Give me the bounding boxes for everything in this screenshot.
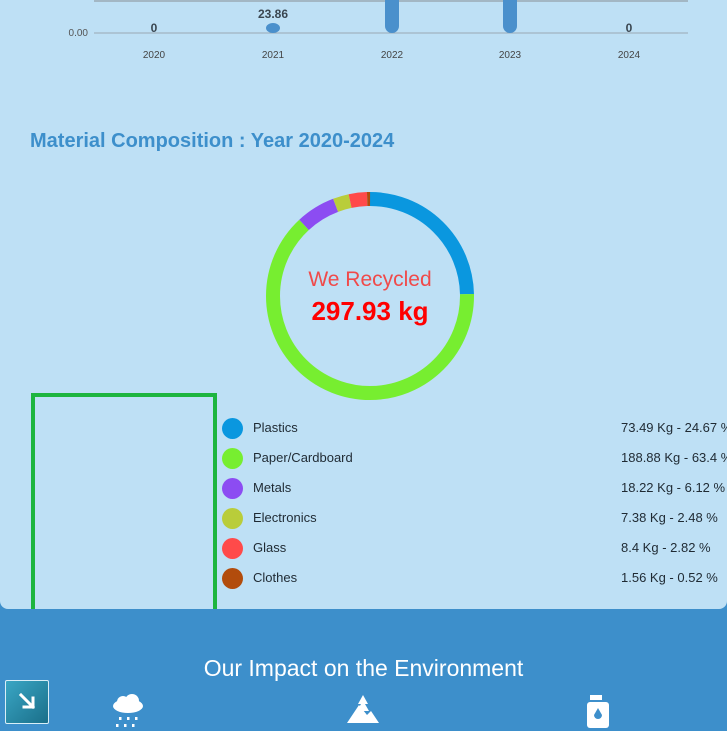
legend-dot [222, 568, 243, 589]
oil-bottle-icon [587, 695, 609, 728]
composition-donut-chart [266, 192, 474, 400]
bar-2021[interactable] [266, 23, 280, 33]
legend-dot [222, 538, 243, 559]
x-tick-label: 2022 [381, 50, 404, 61]
x-tick-label: 2024 [618, 50, 641, 61]
legend-dot [222, 418, 243, 439]
legend-item-clothes[interactable]: Clothes 1.56 Kg - 0.52 % [222, 565, 727, 595]
donut-segment-paper-cardboard[interactable] [266, 192, 474, 400]
empty-image-frame [31, 393, 217, 609]
donut-center-label: We Recycled [308, 268, 432, 291]
bar-2022[interactable] [385, 0, 399, 33]
legend-value: 8.4 Kg - 2.82 % [621, 540, 711, 555]
legend-value: 73.49 Kg - 24.67 % [621, 420, 727, 435]
composition-title: Material Composition : Year 2020-2024 [30, 130, 395, 152]
legend-item-paper-cardboard[interactable]: Paper/Cardboard 188.88 Kg - 63.4 % [222, 445, 727, 475]
y-tick-label: 0.00 [69, 28, 89, 39]
legend-name: Electronics [253, 510, 317, 525]
recycling-stats-card: 0.00 0 2020 23.86 2021 2022 2023 0 2024 Materia… [0, 0, 727, 609]
legend-name: Plastics [253, 420, 298, 435]
legend-value: 18.22 Kg - 6.12 % [621, 480, 726, 495]
x-tick-label: 2021 [262, 50, 285, 61]
impact-section-title: Our Impact on the Environment [203, 655, 524, 681]
donut-segment-clothes[interactable] [266, 192, 474, 400]
legend-value: 188.88 Kg - 63.4 % [621, 450, 727, 465]
legend-name: Paper/Cardboard [253, 450, 353, 465]
legend-value: 7.38 Kg - 2.48 % [621, 510, 718, 525]
yearly-bar-chart: 0.00 0 2020 23.86 2021 2022 2023 0 2024 [69, 0, 688, 61]
legend-name: Glass [253, 540, 287, 555]
legend-dot [222, 448, 243, 469]
bar-value-label: 0 [151, 21, 158, 35]
legend-name: Clothes [253, 570, 298, 585]
diagonal-arrow-icon [18, 692, 36, 710]
chart-bars: 0 2020 23.86 2021 2022 2023 0 2024 [143, 0, 641, 61]
mountain-tree-icon [347, 695, 379, 723]
legend-dot [222, 478, 243, 499]
bar-value-label: 23.86 [258, 7, 288, 21]
legend-dot [222, 508, 243, 529]
legend-item-electronics[interactable]: Electronics 7.38 Kg - 2.48 % [222, 505, 727, 535]
legend-item-metals[interactable]: Metals 18.22 Kg - 6.12 % [222, 475, 727, 505]
expand-toggle-button[interactable] [5, 680, 49, 724]
legend-item-plastics[interactable]: Plastics 73.49 Kg - 24.67 % [222, 415, 727, 445]
x-tick-label: 2020 [143, 50, 166, 61]
composition-legend: Plastics 73.49 Kg - 24.67 % Paper/Cardbo… [222, 415, 727, 595]
x-tick-label: 2023 [499, 50, 522, 61]
donut-total-weight: 297.93 kg [311, 296, 429, 326]
bar-2023[interactable] [503, 0, 517, 33]
legend-name: Metals [253, 480, 292, 495]
legend-item-glass[interactable]: Glass 8.4 Kg - 2.82 % [222, 535, 727, 565]
cloud-rain-icon [113, 694, 143, 727]
donut-center: We Recycled 297.93 kg [264, 190, 476, 402]
bar-value-label: 0 [626, 21, 633, 35]
legend-value: 1.56 Kg - 0.52 % [621, 570, 718, 585]
